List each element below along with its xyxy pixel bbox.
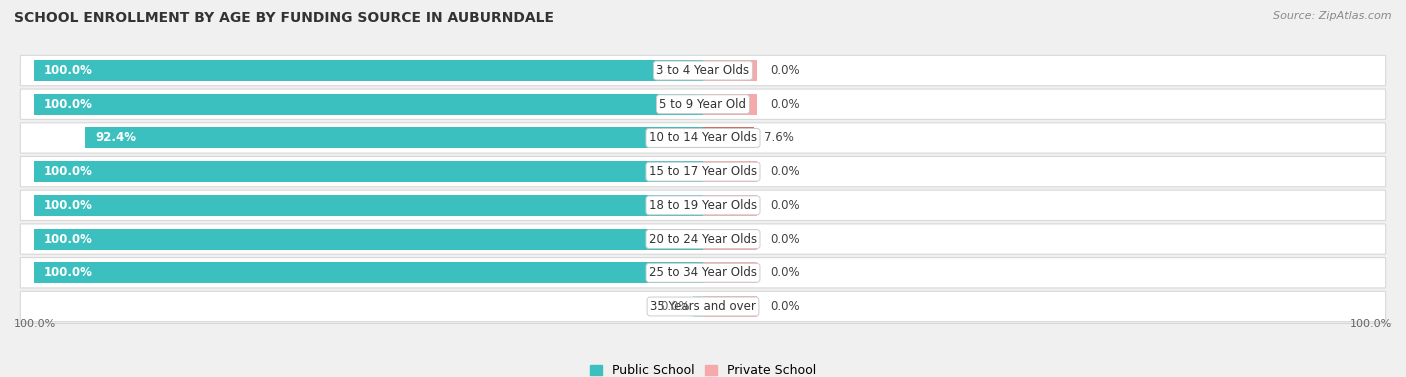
Text: 100.0%: 100.0% xyxy=(44,64,93,77)
Bar xyxy=(34,60,703,81)
Text: 100.0%: 100.0% xyxy=(44,266,93,279)
Bar xyxy=(34,94,703,115)
Text: 35 Years and over: 35 Years and over xyxy=(650,300,756,313)
Text: 100.0%: 100.0% xyxy=(44,165,93,178)
Text: SCHOOL ENROLLMENT BY AGE BY FUNDING SOURCE IN AUBURNDALE: SCHOOL ENROLLMENT BY AGE BY FUNDING SOUR… xyxy=(14,11,554,25)
Bar xyxy=(703,195,756,216)
FancyBboxPatch shape xyxy=(20,257,1386,288)
Bar xyxy=(703,127,754,149)
Bar xyxy=(34,228,703,250)
FancyBboxPatch shape xyxy=(20,89,1386,120)
Text: 0.0%: 0.0% xyxy=(770,64,800,77)
FancyBboxPatch shape xyxy=(20,156,1386,187)
Bar xyxy=(703,228,756,250)
Text: 10 to 14 Year Olds: 10 to 14 Year Olds xyxy=(650,132,756,144)
Text: 0.0%: 0.0% xyxy=(659,300,689,313)
Bar xyxy=(34,195,703,216)
Bar xyxy=(84,127,703,149)
Text: Source: ZipAtlas.com: Source: ZipAtlas.com xyxy=(1274,11,1392,21)
Text: 92.4%: 92.4% xyxy=(96,132,136,144)
Text: 20 to 24 Year Olds: 20 to 24 Year Olds xyxy=(650,233,756,245)
Text: 18 to 19 Year Olds: 18 to 19 Year Olds xyxy=(650,199,756,212)
FancyBboxPatch shape xyxy=(20,55,1386,86)
Text: 0.0%: 0.0% xyxy=(770,98,800,111)
Text: 0.0%: 0.0% xyxy=(770,233,800,245)
Text: 5 to 9 Year Old: 5 to 9 Year Old xyxy=(659,98,747,111)
Text: 0.0%: 0.0% xyxy=(770,199,800,212)
Bar xyxy=(34,262,703,283)
Text: 3 to 4 Year Olds: 3 to 4 Year Olds xyxy=(657,64,749,77)
FancyBboxPatch shape xyxy=(20,190,1386,221)
Bar xyxy=(703,296,756,317)
FancyBboxPatch shape xyxy=(20,291,1386,322)
Bar xyxy=(703,94,756,115)
Text: 15 to 17 Year Olds: 15 to 17 Year Olds xyxy=(650,165,756,178)
FancyBboxPatch shape xyxy=(20,224,1386,254)
Bar xyxy=(703,60,756,81)
Text: 100.0%: 100.0% xyxy=(14,319,56,329)
Text: 0.0%: 0.0% xyxy=(770,266,800,279)
Text: 0.0%: 0.0% xyxy=(770,165,800,178)
Bar xyxy=(693,296,703,317)
Bar xyxy=(703,262,756,283)
Text: 100.0%: 100.0% xyxy=(44,199,93,212)
Text: 100.0%: 100.0% xyxy=(1350,319,1392,329)
FancyBboxPatch shape xyxy=(20,123,1386,153)
Text: 7.6%: 7.6% xyxy=(763,132,794,144)
Text: 100.0%: 100.0% xyxy=(44,98,93,111)
Bar xyxy=(703,161,756,182)
Text: 100.0%: 100.0% xyxy=(44,233,93,245)
Legend: Public School, Private School: Public School, Private School xyxy=(589,364,817,377)
Text: 0.0%: 0.0% xyxy=(770,300,800,313)
Text: 25 to 34 Year Olds: 25 to 34 Year Olds xyxy=(650,266,756,279)
Bar xyxy=(34,161,703,182)
